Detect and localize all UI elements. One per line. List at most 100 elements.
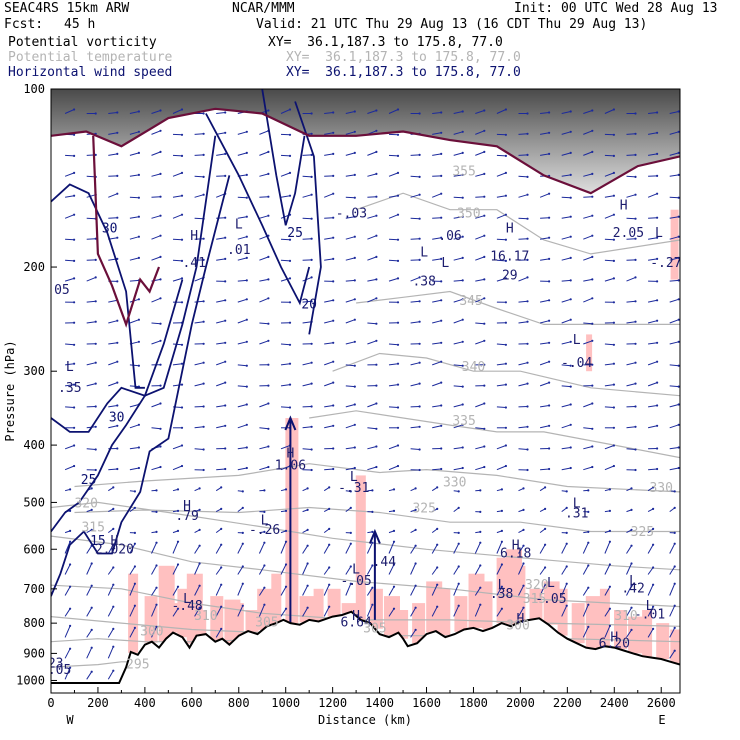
wind-vector-head <box>656 299 659 302</box>
wind-vector-head <box>155 489 158 492</box>
wind-vector-head <box>548 447 551 450</box>
wind-vector-head <box>652 527 655 531</box>
wind-vector <box>151 151 161 156</box>
x-tick-label: 1400 <box>365 696 394 710</box>
wind-vector-head <box>440 447 443 450</box>
wind-vector-head <box>245 256 248 259</box>
wind-vector-head <box>440 381 443 384</box>
wind-vector <box>129 543 136 554</box>
wind-vector-head <box>608 563 612 566</box>
wind-vector <box>108 405 118 408</box>
wind-vector <box>432 258 442 261</box>
wind-vector <box>259 278 269 282</box>
wind-vector <box>410 321 420 324</box>
positive-pv-shading <box>128 209 680 664</box>
wind-vector <box>583 403 593 408</box>
wind-vector-head <box>414 584 417 587</box>
wind-vector-head <box>392 509 396 512</box>
wind-vector <box>453 404 463 408</box>
wind-vector <box>367 466 377 471</box>
wind-vector <box>258 587 265 596</box>
annotation-value: -.27 <box>650 256 681 271</box>
wind-vector-head <box>116 381 119 384</box>
wind-vector-head <box>332 404 335 407</box>
wind-speed-contour-30 <box>51 183 145 389</box>
wind-vector-head <box>656 360 659 363</box>
wind-vector <box>172 214 183 219</box>
wind-vector-head <box>396 259 400 262</box>
wind-vector-head <box>267 297 270 300</box>
wind-vector <box>453 111 463 114</box>
wind-vector <box>151 322 161 325</box>
wind-vector <box>647 544 654 554</box>
wind-vector-head <box>353 364 356 367</box>
wind-vector-head <box>176 563 180 566</box>
wind-vector-head <box>634 320 637 323</box>
wind-vector-head <box>159 150 162 153</box>
wind-vector <box>280 172 291 177</box>
wind-vector <box>518 585 524 596</box>
wind-vector-head <box>634 132 637 135</box>
wind-vector <box>280 406 291 408</box>
wind-vector-head <box>310 258 313 261</box>
wind-vector-head <box>73 133 76 136</box>
pv-shaded-region <box>128 573 139 653</box>
wind-vector <box>302 300 312 303</box>
wind-vector <box>626 383 636 387</box>
wind-vector-head <box>137 256 140 259</box>
tropopause-line <box>51 107 680 328</box>
wind-vector <box>647 567 654 575</box>
wind-vector-head <box>375 445 378 448</box>
wind-vector <box>172 259 183 262</box>
wind-vector-head <box>526 175 529 178</box>
wind-vector <box>64 277 75 282</box>
wind-vector <box>475 235 485 240</box>
wind-vector-head <box>461 173 464 176</box>
wind-vector-head <box>392 585 396 588</box>
wind-vector-head <box>526 193 529 196</box>
wind-vector-head <box>440 360 443 363</box>
wind-vector <box>453 583 460 596</box>
wind-vector-head <box>202 132 205 135</box>
wind-vector <box>539 382 550 387</box>
wind-vector-head <box>349 582 352 585</box>
wind-vector-head <box>569 403 572 406</box>
annotation-value: .79 <box>175 509 198 524</box>
wind-vector-head <box>418 175 421 178</box>
x-tick-label: 200 <box>87 696 109 710</box>
wind-vector <box>540 153 550 156</box>
wind-vector-head <box>500 585 503 588</box>
wind-vector-head <box>608 585 612 588</box>
wind-vector <box>151 466 161 471</box>
wind-vector-head <box>634 217 637 220</box>
wind-vector <box>626 607 632 617</box>
wind-vector <box>388 406 399 408</box>
wind-vector <box>432 320 442 324</box>
wind-vector-head <box>569 364 572 367</box>
wind-speed-contour-25 <box>261 89 306 226</box>
wind-vector-head <box>526 382 529 385</box>
wind-vector-head <box>483 109 486 112</box>
wind-vector-head <box>457 506 460 509</box>
wind-vector <box>388 541 395 554</box>
wind-vector <box>496 406 506 408</box>
annotation-theta: 305 <box>363 622 386 637</box>
wind-vector-head <box>310 193 313 196</box>
wind-vector-head <box>267 195 270 198</box>
wind-vector <box>366 542 373 554</box>
annotation-value: -.05 <box>535 592 566 607</box>
wind-vector <box>129 583 136 596</box>
wind-vector <box>151 215 161 219</box>
wind-vector-head <box>587 530 590 534</box>
wind-vector-head <box>436 486 439 489</box>
wind-vector <box>216 425 226 429</box>
wind-vector <box>280 259 291 262</box>
wind-vector-head <box>180 133 184 136</box>
wind-vector-head <box>310 425 313 428</box>
wind-vector <box>474 604 481 617</box>
wind-vector-head <box>224 111 227 114</box>
wind-vector-head <box>263 530 266 534</box>
wind-speed-contour-25 <box>51 279 184 433</box>
wind-vector <box>345 236 355 240</box>
wind-vector-head <box>630 584 633 587</box>
